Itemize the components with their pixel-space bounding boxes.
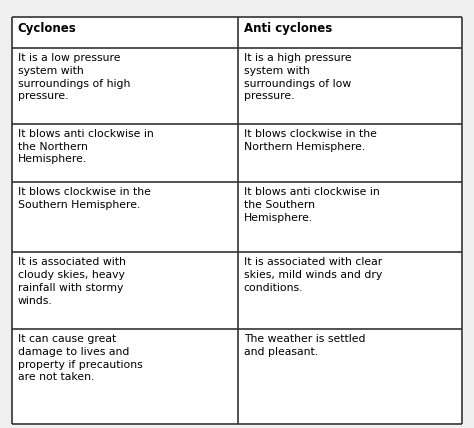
- Bar: [12, 48, 462, 124]
- Bar: [12, 329, 462, 424]
- Bar: [12, 252, 462, 329]
- Text: It is associated with clear
skies, mild winds and dry
conditions.: It is associated with clear skies, mild …: [244, 257, 382, 293]
- Text: It blows clockwise in the
Southern Hemisphere.: It blows clockwise in the Southern Hemis…: [18, 187, 150, 210]
- Text: It is associated with
cloudy skies, heavy
rainfall with stormy
winds.: It is associated with cloudy skies, heav…: [18, 257, 126, 306]
- Text: Cyclones: Cyclones: [18, 22, 76, 35]
- Text: It is a low pressure
system with
surroundings of high
pressure.: It is a low pressure system with surroun…: [18, 53, 130, 101]
- Text: It blows anti clockwise in
the Northern
Hemisphere.: It blows anti clockwise in the Northern …: [18, 129, 153, 164]
- Bar: [12, 17, 462, 48]
- Bar: [12, 182, 462, 252]
- Text: It is a high pressure
system with
surroundings of low
pressure.: It is a high pressure system with surrou…: [244, 53, 351, 101]
- Text: It blows anti clockwise in
the Southern
Hemisphere.: It blows anti clockwise in the Southern …: [244, 187, 379, 223]
- Text: It can cause great
damage to lives and
property if precautions
are not taken.: It can cause great damage to lives and p…: [18, 334, 142, 383]
- Text: The weather is settled
and pleasant.: The weather is settled and pleasant.: [244, 334, 365, 357]
- Text: It blows clockwise in the
Northern Hemisphere.: It blows clockwise in the Northern Hemis…: [244, 129, 376, 152]
- Text: Anti cyclones: Anti cyclones: [244, 22, 332, 35]
- Bar: [12, 124, 462, 182]
